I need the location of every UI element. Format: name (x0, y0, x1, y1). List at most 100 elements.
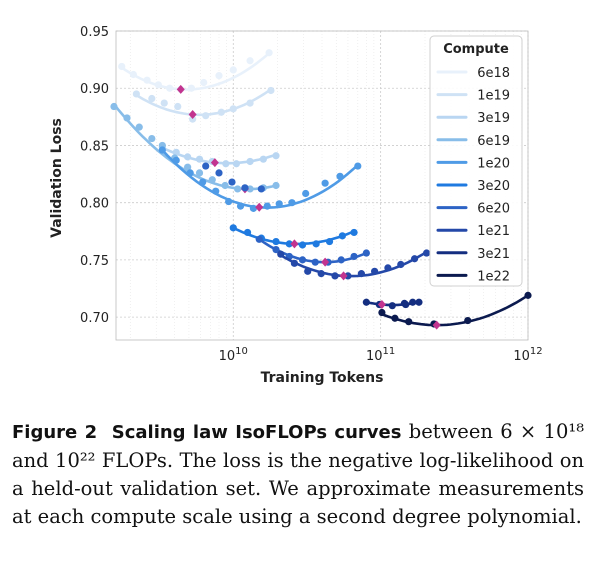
data-point (312, 240, 320, 248)
legend-box (429, 35, 523, 287)
data-point (272, 245, 280, 254)
data-point (338, 232, 346, 240)
minimum-marker (255, 202, 264, 212)
figure-caption: Figure 2 Scaling law IsoFLOPs curves bet… (12, 418, 584, 531)
data-point (422, 249, 431, 257)
data-point (362, 249, 370, 257)
caption-title: Scaling law IsoFLOPs curves (111, 422, 402, 443)
data-point (202, 112, 210, 120)
data-point (317, 270, 325, 278)
data-point (321, 179, 329, 187)
data-point (241, 184, 249, 192)
legend-entry: 1e19 (477, 89, 510, 104)
data-point (232, 160, 241, 168)
series-1e21 (277, 249, 431, 281)
data-point (229, 66, 237, 74)
minimum-marker (188, 110, 197, 120)
data-point (172, 156, 180, 164)
data-point (350, 252, 358, 261)
data-point (187, 84, 196, 92)
minimum-marker (210, 158, 219, 168)
data-point (524, 291, 532, 299)
x-tick-label: 1011 (366, 346, 395, 364)
y-axis-label: Validation Loss (49, 118, 65, 238)
fit-curve (120, 50, 273, 91)
legend-entry: 3e19 (477, 111, 510, 126)
data-point (257, 185, 265, 193)
data-point (388, 302, 396, 310)
y-tick-label: 0.90 (80, 82, 109, 97)
legend-entry: 1e20 (477, 156, 510, 171)
data-point (246, 99, 254, 107)
data-point (217, 108, 225, 116)
series-3e20 (229, 224, 358, 249)
data-point (132, 90, 140, 98)
data-point (200, 78, 208, 87)
minimum-marker (290, 239, 299, 249)
data-point (350, 228, 358, 237)
y-tick-label: 0.80 (80, 197, 109, 212)
x-tick-base: 10 (513, 349, 530, 364)
data-point (302, 189, 310, 198)
data-point (362, 298, 370, 306)
data-point (212, 187, 220, 195)
series-6e18 (118, 49, 273, 94)
legend-entry: 1e21 (477, 224, 510, 239)
data-point (405, 318, 413, 326)
data-point (195, 169, 204, 177)
data-point (409, 298, 417, 306)
legend-entry: 3e20 (477, 179, 510, 194)
x-tick-exponent: 10 (235, 346, 248, 357)
data-point (118, 62, 126, 71)
series-6e20 (202, 162, 370, 267)
data-point (371, 267, 379, 275)
data-point (410, 255, 419, 263)
data-point (464, 316, 472, 325)
data-point (229, 105, 237, 113)
data-point (400, 299, 409, 307)
y-tick-label: 0.95 (80, 25, 109, 40)
data-point (397, 260, 405, 269)
data-point (354, 162, 362, 170)
data-point (357, 270, 365, 278)
data-point (336, 172, 344, 180)
data-point (246, 157, 254, 166)
plot-frame (115, 30, 529, 341)
data-point (285, 240, 293, 248)
data-point (148, 134, 156, 143)
minimum-marker (176, 84, 185, 94)
y-axis-ticks: 0.70 0.75 0.80 0.85 0.90 0.95 (80, 25, 109, 326)
minimum-marker (432, 320, 441, 330)
data-point (222, 160, 230, 168)
x-tick-base: 10 (366, 349, 383, 364)
data-point (229, 224, 237, 232)
minimum-marker (339, 271, 348, 281)
data-point (243, 228, 252, 237)
data-point (172, 148, 180, 156)
isoflops-chart: 0.700.750.800.850.900.95 1010 1011 1012 Tr… (49, 25, 543, 386)
data-point (344, 272, 352, 280)
data-point (199, 178, 207, 186)
y-tick-label: 0.70 (80, 311, 109, 326)
data-point (215, 169, 223, 177)
data-point (277, 250, 285, 258)
data-point (337, 256, 345, 264)
data-point (135, 123, 143, 131)
data-point (186, 169, 194, 177)
data-point (265, 49, 273, 57)
legend-entry: 3e21 (477, 247, 510, 262)
data-point (272, 237, 280, 246)
data-point (263, 202, 271, 210)
data-point (290, 259, 299, 267)
data-point (195, 155, 204, 163)
y-tick-label: 0.75 (80, 254, 109, 269)
data-point (272, 181, 280, 190)
x-tick-base: 10 (219, 349, 236, 364)
data-point (208, 176, 216, 184)
data-point (143, 76, 151, 84)
data-point (110, 102, 118, 111)
data-point (267, 86, 275, 95)
series-1e22 (378, 291, 532, 330)
data-point (378, 308, 386, 317)
data-point (154, 81, 162, 89)
